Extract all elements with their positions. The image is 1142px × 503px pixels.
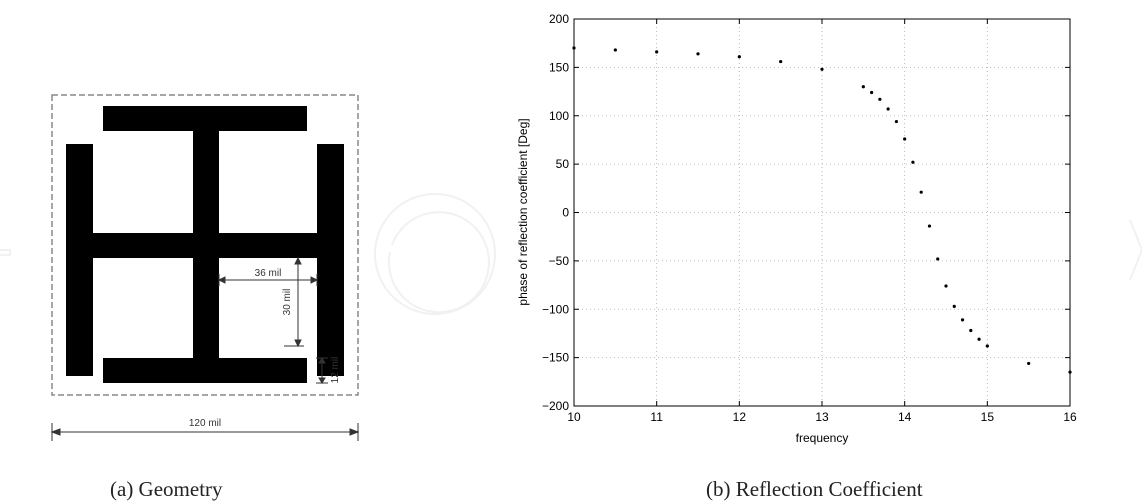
x-axis-label: frequency <box>796 431 849 445</box>
data-point <box>1068 370 1072 374</box>
chart-ticks: 10 11 12 13 14 15 16 200 150 100 50 0 −50 −100 −150 −20… <box>542 12 1077 424</box>
data-point <box>572 46 576 50</box>
data-point <box>870 90 874 95</box>
data-point <box>820 67 824 71</box>
geometry-panel: 36 mil 30 mil 12 mil 120 mil <box>50 94 360 441</box>
data-point <box>779 59 783 64</box>
data-point <box>944 284 948 288</box>
y-tick-label: 150 <box>549 60 569 74</box>
dim-12-label: 12 mil <box>330 357 341 384</box>
data-point <box>960 318 965 322</box>
data-point <box>952 304 956 308</box>
y-tick-label: −200 <box>542 399 569 413</box>
data-point <box>861 85 865 89</box>
data-point <box>878 97 882 101</box>
watermark-logo <box>0 193 1142 315</box>
dim-12-arrow <box>316 357 328 384</box>
data-point <box>613 48 617 52</box>
data-point <box>969 328 973 333</box>
dim-36-arrow <box>217 274 319 286</box>
data-point <box>737 55 741 59</box>
dim-30-label: 30 mil <box>282 289 293 316</box>
data-point <box>919 190 923 194</box>
y-tick-label: 200 <box>549 12 569 26</box>
data-point <box>927 224 932 228</box>
y-tick-label: 50 <box>556 157 570 171</box>
y-tick-label: −50 <box>549 254 570 268</box>
x-tick-label: 14 <box>898 410 912 424</box>
data-point <box>911 160 915 164</box>
right-cap-bar <box>317 144 344 376</box>
dim-120-arrow <box>50 423 360 441</box>
bottom-cap-bar <box>103 358 307 383</box>
chart-points <box>572 46 1072 374</box>
y-axis-label: phase of reflection coefficient [Deg] <box>516 118 530 305</box>
data-point <box>886 107 890 111</box>
data-point <box>985 344 989 348</box>
top-cap-bar <box>103 106 307 131</box>
data-point <box>903 137 907 141</box>
caption-geometry: (a) Geometry <box>110 477 223 501</box>
data-point <box>894 119 899 124</box>
y-tick-label: 0 <box>562 206 569 220</box>
left-cap-bar <box>66 144 93 376</box>
dim-30-arrow <box>284 256 304 348</box>
reflection-chart: 10 11 12 13 14 15 16 200 150 100 50 0 −50 −100 −150 −20… <box>516 12 1077 445</box>
data-point <box>1027 361 1031 366</box>
x-tick-label: 12 <box>733 410 747 424</box>
x-tick-label: 11 <box>650 410 663 424</box>
chart-grid <box>574 19 1070 406</box>
unit-cell-border <box>51 94 359 396</box>
y-tick-label: 100 <box>549 109 569 123</box>
dim-120-label: 120 mil <box>189 418 221 429</box>
dim-36-label: 36 mil <box>255 268 282 279</box>
data-point <box>977 337 981 341</box>
x-tick-label: 16 <box>1063 410 1077 424</box>
y-tick-label: −150 <box>542 351 569 365</box>
data-point <box>696 52 700 56</box>
y-tick-label: −100 <box>542 302 569 316</box>
data-point <box>936 257 940 261</box>
caption-reflection: (b) Reflection Coefficient <box>706 477 923 501</box>
x-tick-label: 13 <box>815 410 829 424</box>
x-tick-label: 15 <box>981 410 995 424</box>
horizontal-strip <box>93 233 317 258</box>
data-point <box>655 50 659 54</box>
x-tick-label: 10 <box>567 410 581 424</box>
